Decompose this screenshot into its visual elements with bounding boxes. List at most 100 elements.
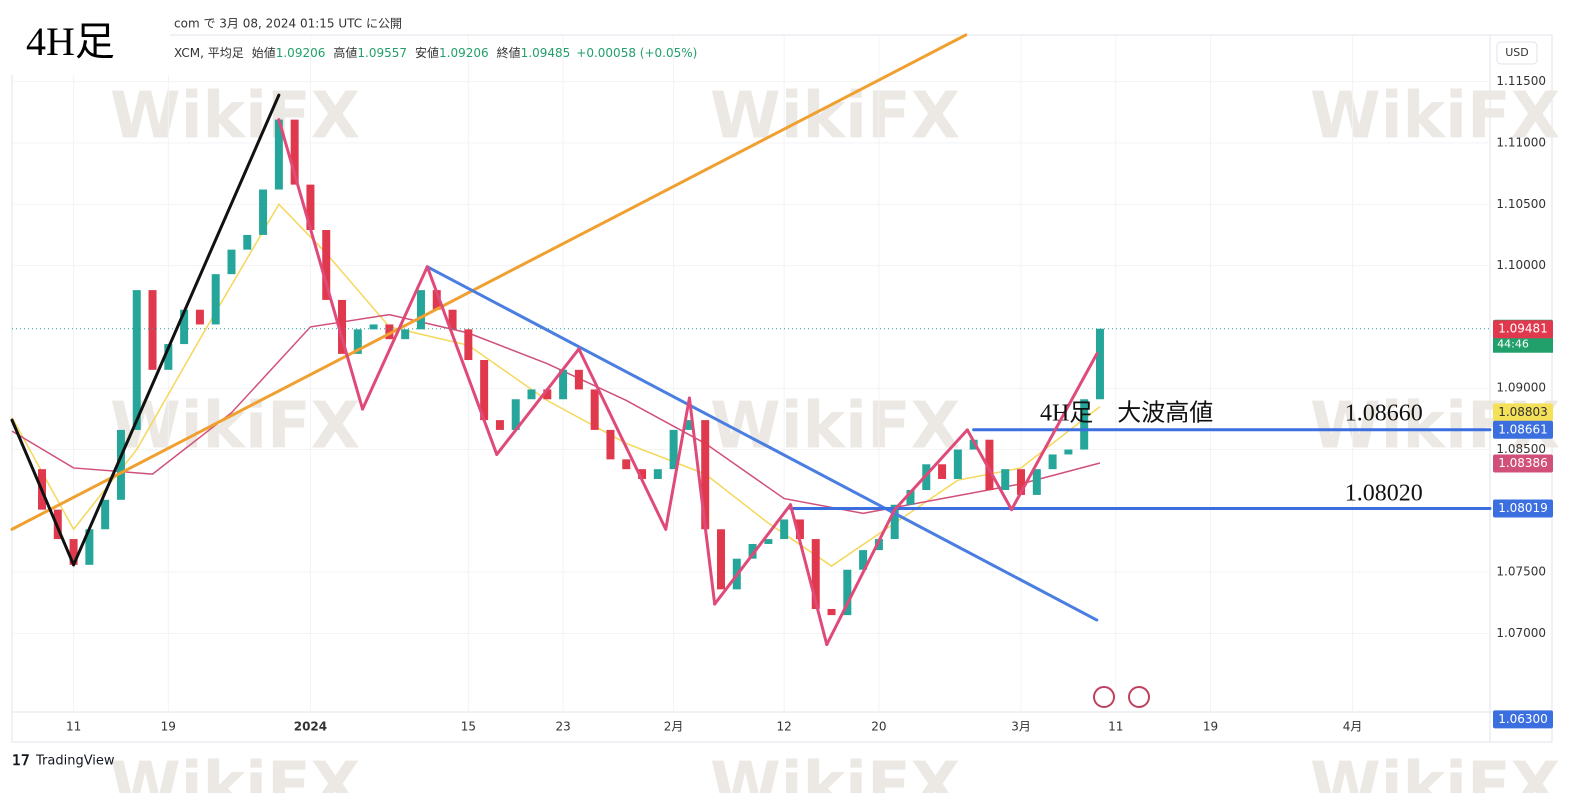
tv-logo: 𝟣𝟩: [12, 753, 30, 769]
drawing-segment: [687, 396, 717, 606]
candle: [1032, 469, 1041, 495]
watermark: WikiFX: [1310, 750, 1560, 793]
currency[interactable]: USD: [1505, 46, 1529, 59]
watermark: WikiFX: [110, 80, 360, 154]
candle: [511, 399, 520, 430]
candle: [464, 329, 473, 361]
watermark: WikiFX: [1310, 80, 1560, 154]
y-tick-label: 1.09000: [1496, 381, 1546, 395]
candle: [1017, 469, 1026, 495]
title-backdrop: [0, 0, 170, 75]
candle: [338, 299, 347, 354]
drawing-segment: [10, 418, 76, 567]
candle: [795, 519, 804, 540]
candle: [243, 234, 252, 250]
price-badge: [1493, 499, 1553, 518]
countdown-badge: [1493, 336, 1553, 353]
candle: [859, 550, 868, 570]
candle: [416, 290, 425, 330]
drawing-segment: [713, 503, 792, 606]
candle: [606, 429, 615, 460]
price-badge: [1493, 454, 1553, 473]
candle: [574, 369, 583, 390]
candle: [132, 290, 141, 430]
y-tick-label: 1.08500: [1496, 442, 1546, 456]
change: +0.00058 (+0.05%): [576, 46, 697, 60]
drawing-segment: [893, 428, 969, 512]
published: com で 3月 08, 2024 01:15 UTC に公開: [174, 17, 402, 31]
candle: [1001, 469, 1010, 491]
x-tick-label: 11: [1108, 720, 1123, 734]
annotation: 4H足 大波高値: [1040, 400, 1213, 427]
candle: [638, 469, 647, 479]
price-badge-label: 1.08386: [1498, 456, 1548, 470]
candle: [953, 449, 962, 479]
price-badge: [1493, 320, 1553, 339]
candle: [353, 329, 362, 354]
candle: [701, 420, 710, 530]
ohlc-label: 高値: [333, 45, 357, 60]
candle: [527, 389, 536, 400]
candle: [590, 389, 599, 430]
drawing-segment: [788, 503, 829, 647]
candle: [716, 529, 725, 590]
watermark: WikiFX: [710, 750, 960, 793]
x-tick-label: 15: [461, 720, 476, 734]
candle: [69, 539, 78, 565]
candle: [811, 539, 820, 609]
candle: [685, 420, 694, 430]
drawing-segment: [425, 265, 1099, 622]
watermark: WikiFX: [710, 390, 960, 464]
axes: 1.11500 1.11000 1.10500 1.10000 1.09000 1.085…: [66, 74, 1553, 734]
plot: 4H足 大波高値 1.08660 1.08020: [10, 33, 1492, 647]
y-tick-label: 1.11000: [1496, 135, 1546, 149]
y-tick-label: 1.10000: [1496, 258, 1546, 272]
candle: [1080, 399, 1089, 450]
candle: [543, 389, 552, 400]
watermarks: WikiFX WikiFX WikiFX WikiFX WikiFX WikiFX Wiki…: [110, 80, 1560, 793]
candle: [748, 543, 757, 559]
drawing-segment: [664, 396, 691, 531]
footer-brand: TradingView: [35, 754, 115, 769]
annotation: 1.08660: [1345, 401, 1423, 427]
candle: [227, 249, 236, 275]
ohlc-label: 始値: [252, 45, 276, 60]
drawing-segment: [10, 33, 968, 531]
candle: [290, 119, 299, 185]
drawing-segment: [277, 118, 365, 411]
drawing-segment: [1010, 352, 1099, 512]
ohlc-value: 1.09206: [439, 46, 489, 60]
drawing-segment: [495, 347, 581, 456]
candle: [969, 439, 978, 450]
candle: [180, 309, 189, 345]
watermark: WikiFX: [110, 390, 360, 464]
candle: [211, 274, 220, 325]
candle: [874, 539, 883, 551]
ohlc-value: 1.09557: [357, 46, 407, 60]
event-icon[interactable]: [1128, 686, 1150, 708]
currency-box: [1496, 41, 1538, 65]
price-badge: [1493, 420, 1553, 439]
candle: [1048, 454, 1057, 470]
candle: [764, 539, 773, 544]
candle: [559, 369, 568, 400]
event-icon[interactable]: [1093, 686, 1115, 708]
candle: [890, 504, 899, 540]
candle: [164, 344, 173, 370]
price-badge-label: 1.09481: [1498, 322, 1548, 336]
candle: [938, 464, 947, 479]
x-tick-label: 2024: [294, 720, 327, 734]
y-tick-label: 1.10500: [1496, 197, 1546, 211]
candle: [906, 490, 915, 505]
candle: [480, 360, 489, 421]
symbol: XCM, 平均足: [174, 46, 244, 60]
candle: [843, 569, 852, 616]
candle: [306, 184, 315, 231]
price-badge-label: 1.06300: [1498, 712, 1548, 726]
drawing-segment: [72, 93, 281, 567]
candle: [985, 439, 994, 491]
ohlc-value: 1.09485: [521, 46, 571, 60]
ohlc-value: 1.09206: [276, 46, 326, 60]
countdown: 44:46: [1497, 338, 1529, 351]
